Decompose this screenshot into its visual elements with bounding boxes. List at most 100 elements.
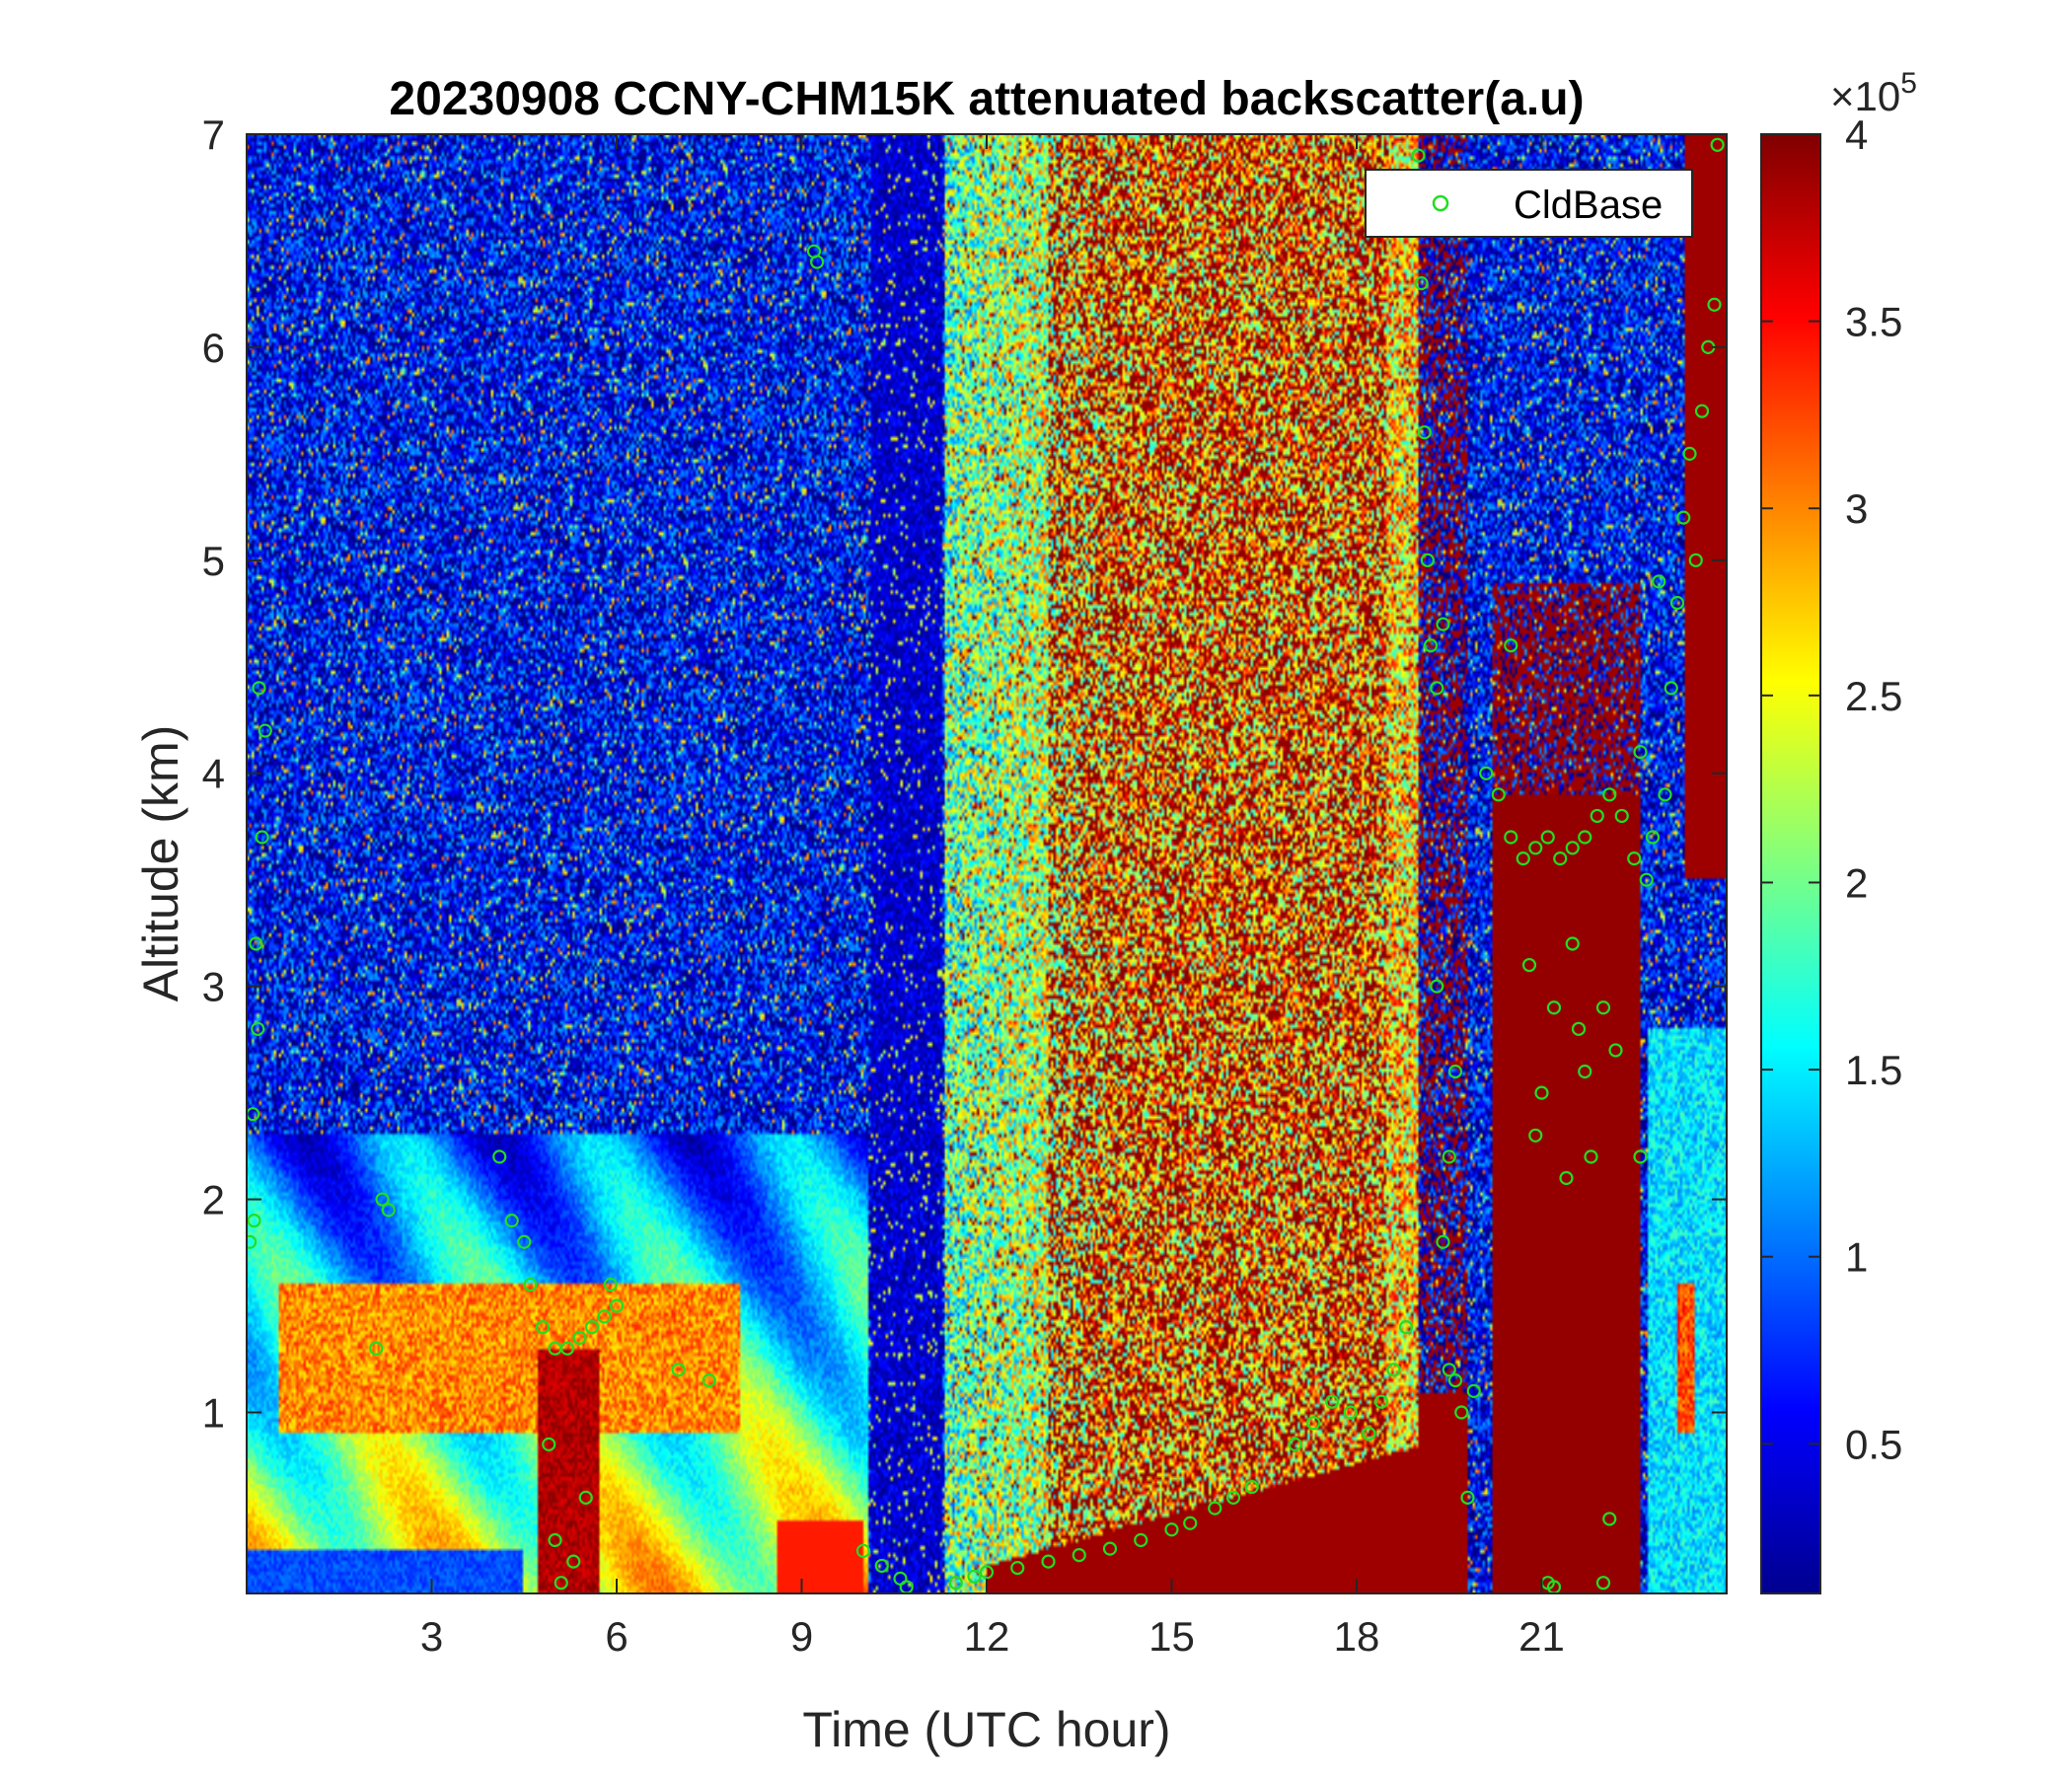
cldbase-point bbox=[535, 1320, 551, 1335]
cldbase-point bbox=[1565, 841, 1580, 855]
cldbase-point bbox=[1491, 787, 1506, 802]
cldbase-point bbox=[1362, 1426, 1376, 1442]
cldbase-point bbox=[1669, 595, 1685, 611]
cldbase-point bbox=[1633, 745, 1648, 760]
x-tick-label: 6 bbox=[605, 1613, 628, 1660]
cldbase-point bbox=[1528, 841, 1543, 855]
cldbase-point bbox=[252, 681, 266, 696]
colorbar-ticks: 0.5 1 1.5 2 2.5 3 3.5 4 bbox=[1761, 111, 1902, 1467]
cldbase-point bbox=[979, 1565, 995, 1580]
cldbase-point bbox=[255, 830, 269, 845]
cldbase-point bbox=[1565, 936, 1580, 951]
legend[interactable]: CldBase bbox=[1365, 169, 1693, 238]
cldbase-point bbox=[1639, 872, 1654, 887]
cldbase-point bbox=[1504, 638, 1518, 653]
cldbase-point bbox=[1386, 1363, 1401, 1377]
cldbase-point bbox=[559, 1341, 575, 1356]
cldbase-point bbox=[369, 1341, 384, 1356]
cldbase-point bbox=[1559, 1170, 1574, 1186]
colorbar-gradient bbox=[1760, 133, 1821, 1594]
cldbase-point bbox=[375, 1192, 390, 1207]
cldbase-point bbox=[1288, 1437, 1302, 1451]
cldbase-point bbox=[1504, 830, 1518, 845]
cldbase-point bbox=[874, 1558, 889, 1574]
cldbase-point bbox=[523, 1277, 538, 1293]
x-tick-label: 21 bbox=[1518, 1613, 1565, 1660]
cldbase-point bbox=[1602, 1512, 1617, 1526]
x-tick-label: 15 bbox=[1148, 1613, 1195, 1660]
cldbase-point bbox=[1534, 1085, 1549, 1100]
colorbar-tick-label: 2.5 bbox=[1845, 673, 1902, 719]
cldbase-point bbox=[1102, 1541, 1118, 1556]
cldbase-point bbox=[247, 1214, 261, 1228]
cldbase-point bbox=[1373, 1394, 1389, 1409]
cldbase-point bbox=[609, 1298, 625, 1313]
cldbase-point bbox=[1324, 1394, 1340, 1409]
x-axis: 3 6 9 12 15 18 21 bbox=[420, 134, 1565, 1660]
cldbase-point bbox=[1454, 1405, 1469, 1420]
x-tick-label: 3 bbox=[420, 1613, 443, 1660]
cldbase-point bbox=[603, 1277, 618, 1293]
cldbase-point bbox=[1614, 808, 1629, 824]
cldbase-point bbox=[702, 1372, 716, 1388]
colorbar-tick-label: 3.5 bbox=[1845, 299, 1902, 345]
colorbar-tick-label: 0.5 bbox=[1845, 1421, 1902, 1467]
cldbase-point bbox=[247, 1234, 258, 1249]
cldbase-point bbox=[1521, 957, 1537, 973]
cldbase-point bbox=[1420, 553, 1435, 567]
cldbase-point bbox=[1442, 1149, 1456, 1164]
cldbase-point bbox=[1430, 681, 1444, 696]
cldbase-point bbox=[1447, 1064, 1463, 1079]
cldbase-point bbox=[1411, 148, 1426, 163]
cldbase-point bbox=[1041, 1554, 1056, 1569]
cldbase-point bbox=[504, 1214, 519, 1228]
cldbase-point bbox=[1627, 851, 1642, 866]
legend-label-cldbase: CldBase bbox=[1514, 184, 1663, 227]
cldbase-point bbox=[1436, 1234, 1450, 1249]
cldbase-point bbox=[249, 936, 263, 951]
cldbase-point bbox=[1516, 851, 1530, 866]
cldbase-point bbox=[1652, 574, 1666, 589]
cldbase-point bbox=[855, 1543, 871, 1558]
cldbase-point bbox=[542, 1437, 556, 1451]
cldbase-point bbox=[548, 1532, 562, 1548]
legend-marker-icon bbox=[1432, 194, 1449, 212]
colorbar-exponent: ×105 bbox=[1830, 67, 1917, 119]
cldbase-point bbox=[1645, 830, 1661, 845]
y-tick-label: 7 bbox=[202, 111, 225, 158]
colorbar-tick-label: 1.5 bbox=[1845, 1047, 1902, 1093]
y-tick-label: 5 bbox=[202, 538, 225, 584]
cldbase-point bbox=[566, 1554, 581, 1569]
y-axis-label: Altitude (km) bbox=[133, 725, 188, 1002]
cldbase-point bbox=[1688, 553, 1703, 567]
y-tick-label: 2 bbox=[202, 1177, 225, 1223]
cldbase-point bbox=[967, 1569, 982, 1584]
cldbase-point bbox=[1414, 276, 1429, 291]
cldbase-point bbox=[1608, 1043, 1623, 1058]
cldbase-point bbox=[1710, 137, 1725, 152]
cldbase-point bbox=[1578, 1064, 1592, 1079]
y-axis: 1 2 3 4 5 6 7 bbox=[202, 111, 1727, 1436]
cldbase-point bbox=[1010, 1560, 1025, 1576]
cldbase-point bbox=[1436, 617, 1450, 631]
cldbase-point bbox=[572, 1330, 587, 1346]
cldbase-point bbox=[1417, 425, 1432, 440]
cldbase-point bbox=[1578, 830, 1592, 845]
cldbase-point bbox=[1602, 787, 1617, 802]
cldbase-point bbox=[1546, 1000, 1562, 1015]
cldbase-point bbox=[584, 1320, 600, 1335]
cldbase-point bbox=[1658, 787, 1672, 802]
cldbase-point bbox=[1682, 446, 1697, 461]
cldbase-point bbox=[1244, 1479, 1259, 1495]
cldbase-point bbox=[1528, 1128, 1543, 1143]
colorbar-tick-label: 4 bbox=[1845, 111, 1868, 158]
cldbase-point bbox=[1571, 1021, 1587, 1036]
cldbase-points bbox=[247, 137, 1725, 1593]
cldbase-point bbox=[1466, 1383, 1481, 1398]
cldbase-point bbox=[1183, 1516, 1198, 1530]
cldbase-point bbox=[1430, 979, 1444, 994]
cldbase-point bbox=[1460, 1490, 1475, 1505]
cldbase-point bbox=[1208, 1501, 1222, 1516]
cldbase-point bbox=[1442, 1363, 1456, 1377]
